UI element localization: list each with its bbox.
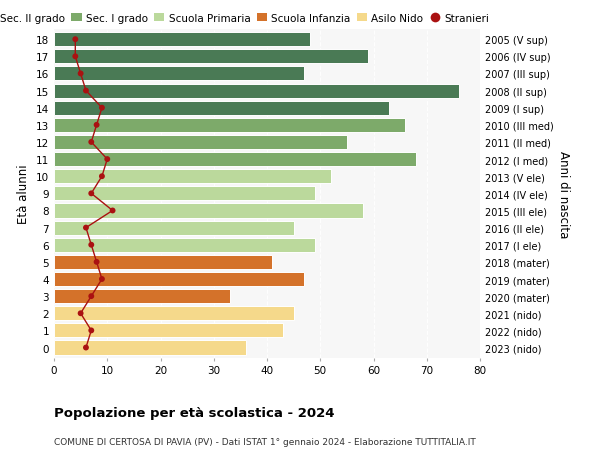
Bar bbox=[54, 170, 331, 184]
Bar bbox=[54, 204, 363, 218]
Bar bbox=[54, 118, 406, 133]
Point bbox=[71, 36, 80, 44]
Point bbox=[92, 258, 101, 266]
Point bbox=[97, 105, 107, 112]
Point bbox=[103, 156, 112, 163]
Bar bbox=[54, 307, 293, 320]
Point bbox=[81, 224, 91, 232]
Point bbox=[71, 54, 80, 61]
Point bbox=[86, 139, 96, 146]
Point bbox=[76, 71, 85, 78]
Bar bbox=[54, 33, 310, 47]
Bar bbox=[54, 290, 230, 303]
Point bbox=[76, 310, 85, 317]
Point bbox=[108, 207, 118, 215]
Legend: Sec. II grado, Sec. I grado, Scuola Primaria, Scuola Infanzia, Asilo Nido, Stran: Sec. II grado, Sec. I grado, Scuola Prim… bbox=[0, 14, 489, 24]
Bar bbox=[54, 101, 389, 116]
Point bbox=[92, 122, 101, 129]
Bar bbox=[54, 136, 347, 150]
Bar bbox=[54, 153, 416, 167]
Point bbox=[97, 276, 107, 283]
Bar bbox=[54, 221, 293, 235]
Bar bbox=[54, 324, 283, 338]
Point bbox=[86, 327, 96, 334]
Point bbox=[81, 344, 91, 352]
Bar bbox=[54, 238, 315, 252]
Bar bbox=[54, 187, 315, 201]
Point bbox=[81, 88, 91, 95]
Point bbox=[86, 241, 96, 249]
Y-axis label: Anni di nascita: Anni di nascita bbox=[557, 151, 570, 237]
Point bbox=[86, 293, 96, 300]
Bar bbox=[54, 272, 304, 286]
Point bbox=[97, 173, 107, 180]
Text: Popolazione per età scolastica - 2024: Popolazione per età scolastica - 2024 bbox=[54, 406, 335, 419]
Bar bbox=[54, 50, 368, 64]
Bar bbox=[54, 255, 272, 269]
Point bbox=[86, 190, 96, 197]
Y-axis label: Età alunni: Età alunni bbox=[17, 164, 31, 224]
Text: COMUNE DI CERTOSA DI PAVIA (PV) - Dati ISTAT 1° gennaio 2024 - Elaborazione TUTT: COMUNE DI CERTOSA DI PAVIA (PV) - Dati I… bbox=[54, 437, 476, 446]
Bar bbox=[54, 84, 459, 98]
Bar bbox=[54, 341, 246, 355]
Bar bbox=[54, 67, 304, 81]
